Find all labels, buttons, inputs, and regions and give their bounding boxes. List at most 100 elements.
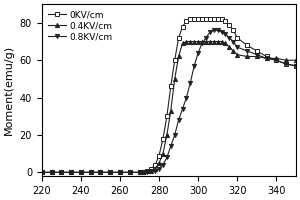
0KV/cm: [184, 20, 188, 22]
0KV/cm: [79, 171, 83, 174]
0.8KV/cm: [284, 63, 288, 65]
0.8KV/cm: [60, 171, 63, 174]
0.4KV/cm: [169, 109, 172, 112]
Y-axis label: Moment(emu/g): Moment(emu/g): [4, 45, 14, 135]
0.4KV/cm: [224, 42, 227, 45]
0.4KV/cm: [188, 40, 192, 43]
0.4KV/cm: [220, 40, 224, 43]
0KV/cm: [265, 55, 268, 58]
0.8KV/cm: [146, 171, 149, 174]
0KV/cm: [274, 59, 278, 61]
0.8KV/cm: [228, 37, 231, 39]
0KV/cm: [204, 18, 208, 20]
Line: 0.4KV/cm: 0.4KV/cm: [40, 39, 298, 174]
0.8KV/cm: [153, 169, 157, 172]
0KV/cm: [142, 171, 145, 174]
0.4KV/cm: [236, 53, 239, 56]
0.8KV/cm: [184, 96, 188, 99]
0.8KV/cm: [89, 171, 92, 174]
0.8KV/cm: [108, 171, 112, 174]
0.4KV/cm: [161, 152, 165, 155]
0.8KV/cm: [200, 42, 204, 45]
0.4KV/cm: [177, 55, 180, 58]
0KV/cm: [60, 171, 63, 174]
0.8KV/cm: [236, 46, 239, 48]
0.4KV/cm: [89, 171, 92, 174]
0.8KV/cm: [173, 134, 176, 136]
0KV/cm: [224, 20, 227, 22]
0.4KV/cm: [228, 46, 231, 48]
0.8KV/cm: [177, 119, 180, 121]
0KV/cm: [153, 164, 157, 166]
0.8KV/cm: [157, 167, 161, 170]
Line: 0KV/cm: 0KV/cm: [40, 17, 298, 174]
0.4KV/cm: [274, 57, 278, 60]
0.8KV/cm: [99, 171, 102, 174]
0.4KV/cm: [60, 171, 63, 174]
0.8KV/cm: [69, 171, 73, 174]
0KV/cm: [173, 59, 176, 61]
0.4KV/cm: [181, 42, 184, 45]
0.4KV/cm: [138, 171, 141, 174]
0.4KV/cm: [69, 171, 73, 174]
0.4KV/cm: [128, 171, 131, 174]
Legend: 0KV/cm, 0.4KV/cm, 0.8KV/cm: 0KV/cm, 0.4KV/cm, 0.8KV/cm: [46, 9, 115, 43]
0.8KV/cm: [138, 171, 141, 174]
0KV/cm: [161, 138, 165, 140]
0KV/cm: [138, 171, 141, 174]
0.4KV/cm: [204, 40, 208, 43]
0.8KV/cm: [265, 57, 268, 60]
0.4KV/cm: [149, 169, 153, 172]
0KV/cm: [89, 171, 92, 174]
0.8KV/cm: [149, 170, 153, 173]
Line: 0.8KV/cm: 0.8KV/cm: [40, 28, 298, 174]
0.4KV/cm: [157, 162, 161, 164]
0KV/cm: [128, 171, 131, 174]
0KV/cm: [69, 171, 73, 174]
0KV/cm: [50, 171, 53, 174]
0.4KV/cm: [196, 40, 200, 43]
0.4KV/cm: [108, 171, 112, 174]
0KV/cm: [208, 18, 212, 20]
0.4KV/cm: [40, 171, 44, 174]
0.4KV/cm: [79, 171, 83, 174]
0.8KV/cm: [165, 156, 169, 159]
0KV/cm: [188, 18, 192, 20]
0.8KV/cm: [50, 171, 53, 174]
0KV/cm: [149, 167, 153, 170]
0KV/cm: [157, 154, 161, 157]
0.4KV/cm: [216, 40, 220, 43]
0.8KV/cm: [220, 31, 224, 33]
0.8KV/cm: [245, 50, 249, 52]
0KV/cm: [108, 171, 112, 174]
0KV/cm: [177, 37, 180, 39]
0.4KV/cm: [245, 55, 249, 58]
0KV/cm: [232, 29, 235, 32]
0.8KV/cm: [274, 59, 278, 61]
0KV/cm: [118, 171, 122, 174]
0KV/cm: [192, 18, 196, 20]
0.4KV/cm: [118, 171, 122, 174]
0.4KV/cm: [142, 171, 145, 174]
0KV/cm: [284, 63, 288, 65]
0.4KV/cm: [192, 40, 196, 43]
0.8KV/cm: [161, 164, 165, 166]
0.4KV/cm: [184, 40, 188, 43]
0KV/cm: [200, 18, 204, 20]
0.8KV/cm: [188, 81, 192, 84]
0.8KV/cm: [40, 171, 44, 174]
0.4KV/cm: [294, 59, 298, 61]
0.4KV/cm: [50, 171, 53, 174]
0KV/cm: [245, 44, 249, 46]
0KV/cm: [294, 65, 298, 67]
0KV/cm: [181, 25, 184, 28]
0.8KV/cm: [128, 171, 131, 174]
0.4KV/cm: [146, 170, 149, 173]
0.8KV/cm: [192, 65, 196, 67]
0.4KV/cm: [212, 40, 216, 43]
0.8KV/cm: [255, 53, 259, 56]
0KV/cm: [228, 24, 231, 26]
0.8KV/cm: [216, 29, 220, 32]
0KV/cm: [196, 18, 200, 20]
0.8KV/cm: [196, 52, 200, 54]
